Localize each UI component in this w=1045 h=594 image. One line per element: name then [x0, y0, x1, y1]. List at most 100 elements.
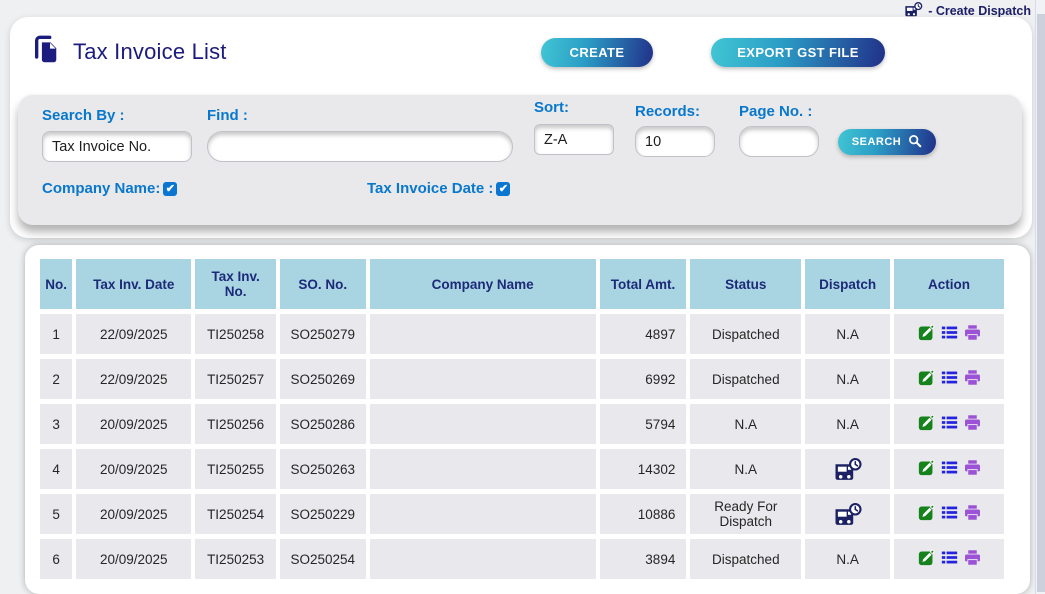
print-icon[interactable] — [964, 549, 981, 569]
search-icon — [908, 134, 922, 151]
table-row: 2 22/09/2025 TI250257 SO250269 6992 Dispatche… — [40, 359, 1004, 399]
cell-tax-inv-date: 22/09/2025 — [76, 314, 192, 354]
cell-no: 3 — [40, 404, 73, 444]
search-by-select[interactable] — [42, 131, 192, 162]
sort-input[interactable] — [534, 124, 614, 155]
dispatch-truck-clock-icon[interactable] — [810, 502, 885, 527]
cell-tax-inv-no: TI250254 — [195, 494, 276, 534]
print-icon[interactable] — [964, 324, 981, 344]
create-button[interactable]: CREATE — [541, 38, 653, 67]
records-input[interactable] — [635, 126, 715, 157]
print-icon[interactable] — [964, 459, 981, 479]
search-button-label: SEARCH — [851, 136, 902, 148]
cell-total-amt: 14302 — [599, 449, 687, 489]
company-name-checkbox-label: Company Name: — [42, 180, 161, 197]
cell-tax-inv-no: TI250257 — [195, 359, 276, 399]
title-wrap: Tax Invoice List — [32, 34, 227, 70]
edit-icon[interactable] — [918, 549, 935, 569]
scrollbar-thumb[interactable] — [1037, 14, 1045, 592]
print-icon[interactable] — [964, 369, 981, 389]
cell-company-name — [369, 404, 596, 444]
invoice-table-card: No. Tax Inv. Date Tax Inv. No. SO. No. Compa… — [25, 245, 1030, 594]
cell-total-amt: 10886 — [599, 494, 687, 534]
column-header-company-name: Company Name — [369, 259, 596, 309]
cell-company-name — [369, 494, 596, 534]
cell-dispatch: N.A — [805, 359, 890, 399]
company-name-checkbox[interactable]: ✔ — [163, 181, 178, 196]
page-scrollbar — [1035, 0, 1045, 594]
edit-icon[interactable] — [918, 324, 935, 344]
cell-tax-inv-no: TI250258 — [195, 314, 276, 354]
cell-action — [894, 314, 1004, 354]
tax-invoice-date-filter: Tax Invoice Date : ✔ — [367, 180, 511, 197]
view-details-icon[interactable] — [941, 504, 958, 524]
table-row: 5 20/09/2025 TI250254 SO250229 10886 Ready Fo… — [40, 494, 1004, 534]
cell-status: Ready For Dispatch — [690, 494, 802, 534]
cell-total-amt: 5794 — [599, 404, 687, 444]
view-details-icon[interactable] — [941, 459, 958, 479]
table-row: 6 20/09/2025 TI250253 SO250254 3894 Dispatche… — [40, 539, 1004, 579]
view-details-icon[interactable] — [941, 549, 958, 569]
cell-no: 1 — [40, 314, 73, 354]
page-no-input[interactable] — [739, 126, 819, 157]
export-gst-file-button[interactable]: EXPORT GST FILE — [711, 38, 885, 67]
edit-icon[interactable] — [918, 414, 935, 434]
table-row: 4 20/09/2025 TI250255 SO250263 14302 N.A — [40, 449, 1004, 489]
cell-no: 4 — [40, 449, 73, 489]
cell-total-amt: 6992 — [599, 359, 687, 399]
cell-tax-inv-date: 20/09/2025 — [76, 404, 192, 444]
dispatch-truck-clock-icon[interactable] — [810, 457, 885, 482]
find-input[interactable] — [207, 131, 513, 162]
cell-dispatch: N.A — [805, 404, 890, 444]
cell-action — [894, 359, 1004, 399]
cell-status: Dispatched — [690, 359, 802, 399]
view-details-icon[interactable] — [941, 414, 958, 434]
column-header-action: Action — [894, 259, 1004, 309]
column-header-total-amt: Total Amt. — [599, 259, 687, 309]
cell-tax-inv-date: 22/09/2025 — [76, 359, 192, 399]
print-icon[interactable] — [964, 414, 981, 434]
cell-company-name — [369, 359, 596, 399]
cell-no: 5 — [40, 494, 73, 534]
column-header-no: No. — [40, 259, 73, 309]
view-details-icon[interactable] — [941, 369, 958, 389]
records-label: Records: — [635, 103, 701, 120]
tax-invoice-date-checkbox[interactable]: ✔ — [496, 181, 511, 196]
column-header-tax-inv-no: Tax Inv. No. — [195, 259, 276, 309]
print-icon[interactable] — [964, 504, 981, 524]
page-title: Tax Invoice List — [73, 39, 227, 64]
cell-so-no: SO250229 — [279, 494, 366, 534]
edit-icon[interactable] — [918, 504, 935, 524]
cell-dispatch: N.A — [805, 539, 890, 579]
company-name-filter: Company Name: ✔ — [42, 180, 178, 197]
edit-icon[interactable] — [918, 369, 935, 389]
table-header-row: No. Tax Inv. Date Tax Inv. No. SO. No. Compa… — [40, 259, 1004, 309]
cell-tax-inv-date: 20/09/2025 — [76, 539, 192, 579]
table-row: 3 20/09/2025 TI250256 SO250286 5794 N.A N.A — [40, 404, 1004, 444]
view-details-icon[interactable] — [941, 324, 958, 344]
cell-tax-inv-no: TI250256 — [195, 404, 276, 444]
tax-invoice-date-checkbox-label: Tax Invoice Date : — [367, 180, 494, 197]
cell-so-no: SO250263 — [279, 449, 366, 489]
column-header-tax-inv-date: Tax Inv. Date — [76, 259, 192, 309]
invoice-table: No. Tax Inv. Date Tax Inv. No. SO. No. Compa… — [36, 254, 1008, 584]
page-no-label: Page No. : — [739, 103, 813, 120]
cell-total-amt: 3894 — [599, 539, 687, 579]
create-dispatch-link[interactable]: - Create Dispatch — [904, 1, 1031, 21]
find-label: Find : — [207, 107, 248, 124]
cell-action — [894, 404, 1004, 444]
edit-icon[interactable] — [918, 459, 935, 479]
cell-status: Dispatched — [690, 539, 802, 579]
cell-company-name — [369, 314, 596, 354]
cell-dispatch — [805, 449, 890, 489]
cell-no: 2 — [40, 359, 73, 399]
cell-status: Dispatched — [690, 314, 802, 354]
column-header-so-no: SO. No. — [279, 259, 366, 309]
cell-company-name — [369, 539, 596, 579]
search-button[interactable]: SEARCH — [838, 129, 936, 155]
cell-action — [894, 539, 1004, 579]
cell-total-amt: 4897 — [599, 314, 687, 354]
table-row: 1 22/09/2025 TI250258 SO250279 4897 Dispatche… — [40, 314, 1004, 354]
cell-so-no: SO250254 — [279, 539, 366, 579]
